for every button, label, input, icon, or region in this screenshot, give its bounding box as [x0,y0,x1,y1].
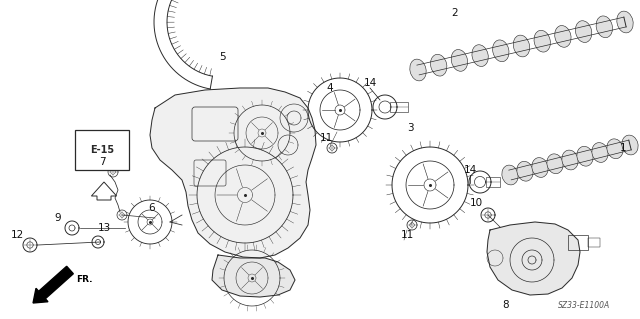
Ellipse shape [592,143,608,162]
Polygon shape [487,222,580,295]
Ellipse shape [513,35,530,57]
Text: 9: 9 [54,213,61,223]
Text: 11: 11 [319,133,333,143]
Text: 12: 12 [10,230,24,240]
Text: 14: 14 [364,78,376,88]
Ellipse shape [596,16,612,38]
Text: 5: 5 [219,52,225,62]
Text: 10: 10 [469,198,483,208]
Ellipse shape [575,21,592,42]
Polygon shape [150,88,316,258]
Text: 14: 14 [463,165,477,175]
Ellipse shape [517,161,533,181]
FancyArrow shape [33,266,74,303]
Ellipse shape [502,165,518,185]
Text: SZ33-E1100A: SZ33-E1100A [557,301,610,310]
Ellipse shape [617,11,633,33]
Text: 3: 3 [406,123,413,133]
Polygon shape [212,255,295,297]
Text: 11: 11 [401,230,413,240]
Ellipse shape [555,26,571,47]
Polygon shape [92,182,116,200]
Bar [568,235,588,250]
Text: 8: 8 [502,300,509,310]
Ellipse shape [534,30,550,52]
Ellipse shape [532,158,548,177]
Ellipse shape [431,54,447,76]
Bar [486,177,500,187]
Ellipse shape [410,59,426,81]
Ellipse shape [472,45,488,66]
Bar [390,102,408,112]
Ellipse shape [547,154,563,174]
Ellipse shape [622,135,638,155]
Text: FR.: FR. [76,276,93,285]
Text: E-15: E-15 [90,145,114,155]
Text: 13: 13 [97,223,111,233]
Ellipse shape [562,150,578,170]
Ellipse shape [493,40,509,62]
Text: 2: 2 [452,8,458,18]
Bar [588,238,600,247]
Ellipse shape [451,49,468,71]
Text: 6: 6 [148,203,156,213]
Text: 7: 7 [99,157,106,167]
Text: 1: 1 [620,143,627,153]
Ellipse shape [607,139,623,159]
Text: 4: 4 [326,83,333,93]
Ellipse shape [577,146,593,166]
